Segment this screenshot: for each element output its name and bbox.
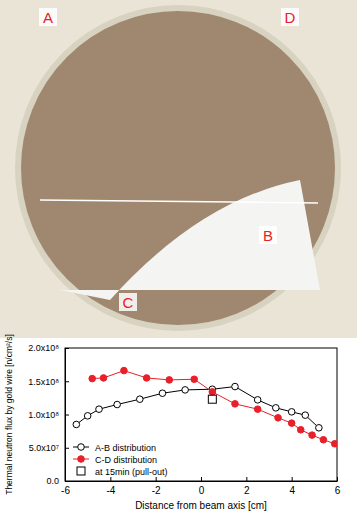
x-tick-label: 6 [335, 485, 341, 496]
series-line [92, 371, 335, 444]
series-point [309, 432, 316, 439]
x-tick-mark [337, 477, 338, 481]
annotation: D [285, 9, 296, 26]
annotation-box [259, 226, 277, 244]
x-tick: 6 [335, 477, 341, 496]
annotation-box [119, 293, 137, 311]
series-point [73, 421, 80, 428]
x-tick-label: -2 [152, 485, 161, 496]
chart: A B C D -6 -4 -2 0 2 4 6 0.0 5.0x10⁷ 1.0x10⁸ 1.5x10⁸ 2.… [0, 0, 357, 514]
series-point [302, 412, 309, 419]
y-tick-label: 2.0x10⁸ [28, 343, 59, 353]
x-tick: 4 [289, 477, 295, 496]
series-point [121, 367, 128, 374]
series-line [76, 387, 319, 428]
series-point [232, 401, 239, 408]
annotation-box [39, 8, 57, 26]
series-point [288, 420, 295, 427]
y-tick: 2.0x10⁸ [28, 343, 69, 353]
series-point [297, 426, 304, 433]
legend-label: at 15min (pull-out) [95, 467, 168, 477]
series-point [254, 397, 261, 404]
series-point [100, 375, 107, 382]
x-tick-mark [292, 477, 293, 481]
legend-marker [77, 467, 85, 475]
y-tick-mark [65, 448, 69, 449]
x-tick: -2 [152, 477, 161, 496]
series-point [166, 377, 173, 384]
x-tick-mark [110, 477, 111, 481]
y-tick-mark [65, 348, 69, 349]
photo-background [0, 0, 357, 338]
y-tick-label: 5.0x10⁷ [29, 443, 59, 453]
y-tick-mark [65, 481, 69, 482]
y-tick-label: 1.0x10⁸ [28, 410, 59, 420]
y-tick: 5.0x10⁷ [29, 443, 69, 453]
annotation: B [263, 227, 273, 244]
legend-label: A-B distribution [95, 443, 156, 453]
series-point [331, 440, 337, 447]
legend-marker [78, 456, 85, 463]
legend-label: C-D distribution [95, 455, 157, 465]
y-tick-label: 1.5x10⁸ [28, 377, 59, 387]
annotation-box [281, 8, 299, 26]
series-point [159, 390, 166, 397]
annotation: C [123, 294, 134, 311]
series-point [143, 375, 150, 382]
series-point [96, 406, 103, 413]
series-point [191, 376, 198, 383]
y-tick: 1.0x10⁸ [28, 410, 69, 420]
series-point [232, 383, 239, 390]
y-tick-mark [65, 415, 69, 416]
series-point [275, 415, 282, 422]
photo-cloth [60, 180, 320, 300]
y-tick: 1.5x10⁸ [28, 377, 69, 387]
x-tick: 0 [199, 477, 205, 496]
series-point [84, 413, 91, 420]
x-axis: -6 -4 -2 0 2 4 6 [61, 477, 341, 496]
x-axis-line [66, 481, 338, 482]
photo-panel: A B C D [0, 0, 357, 338]
legend-marker [78, 444, 85, 451]
plot-marks [73, 367, 337, 447]
x-axis-title: Distance from beam axis [cm] [135, 500, 267, 511]
legend: A-B distribution C-D distribution at 15min… [73, 443, 168, 477]
series-point [114, 401, 121, 408]
x-tick-label: 4 [289, 485, 295, 496]
x-tick-mark [201, 477, 202, 481]
photo-aperture [18, 8, 338, 328]
x-tick-label: 0 [199, 485, 205, 496]
x-tick: -4 [106, 477, 115, 496]
series-point [320, 436, 327, 443]
y-tick-label: 0.0 [46, 476, 59, 486]
series-point [137, 396, 144, 403]
series-point [273, 405, 280, 412]
series-point [316, 425, 323, 432]
x-tick: 2 [244, 477, 250, 496]
series-point [288, 409, 295, 416]
y-axis-title: Thermal neutron flux by gold wire [n/cm²… [4, 334, 14, 495]
annotation: A [43, 9, 53, 26]
series-point [209, 389, 216, 396]
x-tick-mark [156, 477, 157, 481]
x-tick-mark [246, 477, 247, 481]
y-tick-mark [65, 381, 69, 382]
x-tick-label: 2 [244, 485, 250, 496]
series-point [89, 375, 96, 382]
x-tick-label: -4 [106, 485, 115, 496]
series-point [182, 387, 189, 394]
y-tick: 0.0 [46, 476, 69, 486]
x-tick-label: -6 [61, 485, 70, 496]
gold-wire [40, 200, 318, 203]
y-axis: 0.0 5.0x10⁷ 1.0x10⁸ 1.5x10⁸ 2.0x10⁸ [28, 343, 69, 486]
series-point [208, 395, 216, 403]
plot-frame [65, 348, 337, 481]
series-point [254, 406, 261, 413]
